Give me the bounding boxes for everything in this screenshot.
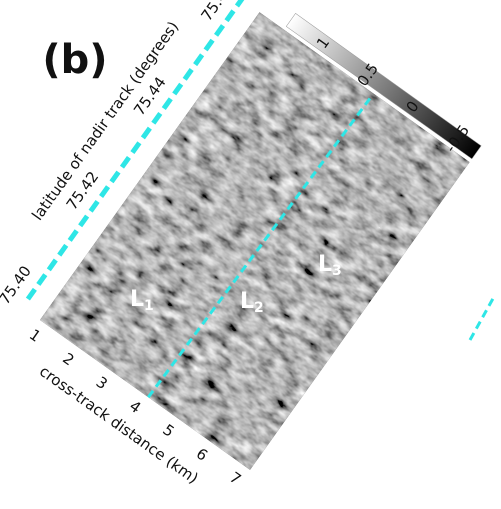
- x-tick-label: 7: [226, 468, 244, 488]
- x-tick-label: 1: [26, 325, 44, 345]
- x-tick-label: 3: [93, 373, 111, 393]
- annotation-sub: 3: [332, 263, 342, 279]
- x-tick-label: 4: [126, 397, 144, 417]
- annotation-sub: 1: [144, 298, 154, 314]
- x-tick-label: 6: [193, 444, 211, 464]
- annotation-sub: 2: [254, 300, 264, 316]
- annotation-main: L: [240, 289, 254, 314]
- figure-svg: (b) 1234567cross-track distance (km)75.4…: [0, 0, 501, 509]
- x-tick-label: 2: [59, 349, 77, 369]
- panel-label: (b): [42, 37, 107, 83]
- x-tick-label: 5: [159, 421, 177, 441]
- track-extension: [470, 295, 495, 340]
- annotation-main: L: [130, 287, 144, 312]
- figure: (b) 1234567cross-track distance (km)75.4…: [0, 0, 501, 509]
- y-tick-label: 75.40: [0, 262, 35, 307]
- annotation-main: L: [318, 252, 332, 277]
